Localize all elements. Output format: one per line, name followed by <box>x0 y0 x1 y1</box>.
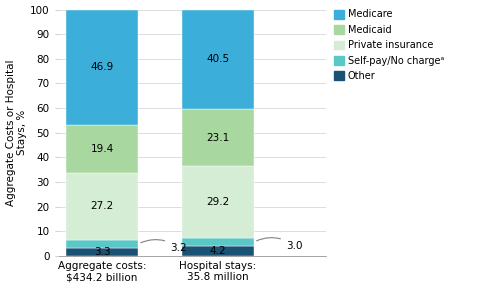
Legend: Medicare, Medicaid, Private insurance, Self-pay/No chargeᵃ, Other: Medicare, Medicaid, Private insurance, S… <box>334 10 444 81</box>
Text: 3.0: 3.0 <box>256 238 302 251</box>
Bar <box>181 166 254 238</box>
Text: 27.2: 27.2 <box>90 201 114 211</box>
Text: 4.2: 4.2 <box>209 246 226 256</box>
Bar <box>181 10 254 109</box>
Bar <box>66 173 138 240</box>
Y-axis label: Aggregate Costs or Hospital
Stays, %: Aggregate Costs or Hospital Stays, % <box>6 60 27 206</box>
Text: 23.1: 23.1 <box>206 133 229 143</box>
Bar <box>66 10 138 125</box>
Bar <box>181 246 254 256</box>
Bar <box>181 109 254 166</box>
Text: 3.2: 3.2 <box>141 240 187 253</box>
Text: 40.5: 40.5 <box>206 54 229 65</box>
Bar <box>66 125 138 173</box>
Text: 46.9: 46.9 <box>90 62 114 72</box>
Text: 29.2: 29.2 <box>206 197 229 207</box>
Text: 19.4: 19.4 <box>90 144 114 154</box>
Text: 3.3: 3.3 <box>94 247 110 257</box>
Bar <box>181 238 254 246</box>
Bar <box>66 248 138 256</box>
Bar <box>66 240 138 248</box>
